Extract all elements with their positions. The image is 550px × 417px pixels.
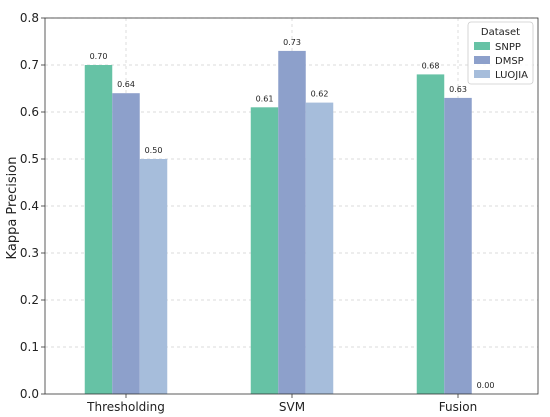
y-tick-label: 0.0 bbox=[20, 387, 39, 401]
y-tick-label: 0.1 bbox=[20, 340, 39, 354]
plot-frame bbox=[44, 17, 539, 395]
y-tick-label: 0.6 bbox=[20, 105, 39, 119]
y-tick-label: 0.3 bbox=[20, 246, 39, 260]
x-tick-label: Thresholding bbox=[86, 400, 165, 414]
data-label: 0.70 bbox=[90, 52, 108, 61]
legend-swatch-snpp bbox=[474, 42, 490, 50]
legend-swatch-dmsp bbox=[474, 56, 490, 64]
legend-label-luojia: LUOJIA bbox=[495, 70, 528, 81]
bar-snpp-fusion bbox=[416, 74, 445, 395]
y-tick-label: 0.4 bbox=[20, 199, 39, 213]
bar-luojia-svm bbox=[305, 102, 334, 394]
y-tick-label: 0.7 bbox=[20, 58, 39, 72]
data-labels: 0.70 0.64 0.50 0.61 0.73 0.62 0.68 0.63 0.00 bbox=[90, 38, 495, 390]
data-label: 0.73 bbox=[283, 38, 301, 47]
bar-dmsp-thresholding bbox=[112, 93, 140, 394]
y-tick-label: 0.2 bbox=[20, 293, 39, 307]
bar-dmsp-fusion bbox=[444, 97, 472, 395]
y-tick-labels: 0.0 0.1 0.2 0.3 0.4 0.5 0.6 0.7 0.8 bbox=[20, 11, 39, 401]
data-label: 0.00 bbox=[477, 381, 495, 390]
bars bbox=[84, 50, 472, 395]
legend-label-dmsp: DMSP bbox=[495, 56, 524, 67]
data-label: 0.63 bbox=[449, 85, 467, 94]
data-label: 0.68 bbox=[422, 61, 440, 70]
y-tick-label: 0.5 bbox=[20, 152, 39, 166]
data-label: 0.50 bbox=[145, 146, 163, 155]
x-tick-label: SVM bbox=[279, 400, 305, 414]
bar-snpp-svm bbox=[250, 107, 279, 395]
bar-dmsp-svm bbox=[278, 50, 306, 395]
data-label: 0.61 bbox=[256, 94, 274, 103]
data-label: 0.64 bbox=[117, 80, 135, 89]
legend-swatch-luojia bbox=[474, 70, 490, 78]
data-label: 0.62 bbox=[311, 90, 329, 99]
y-axis-label: Kappa Precision bbox=[5, 157, 20, 260]
x-tick-labels: Thresholding SVM Fusion bbox=[86, 400, 477, 414]
legend-title: Dataset bbox=[481, 27, 520, 38]
axes bbox=[41, 17, 539, 398]
legend-label-snpp: SNPP bbox=[495, 42, 521, 53]
bar-luojia-thresholding bbox=[139, 159, 168, 394]
legend: Dataset SNPP DMSP LUOJIA bbox=[467, 21, 534, 85]
legend-box bbox=[467, 21, 534, 85]
bar-snpp-thresholding bbox=[84, 65, 113, 394]
y-tick-label: 0.8 bbox=[20, 11, 39, 25]
x-tick-label: Fusion bbox=[439, 400, 477, 414]
